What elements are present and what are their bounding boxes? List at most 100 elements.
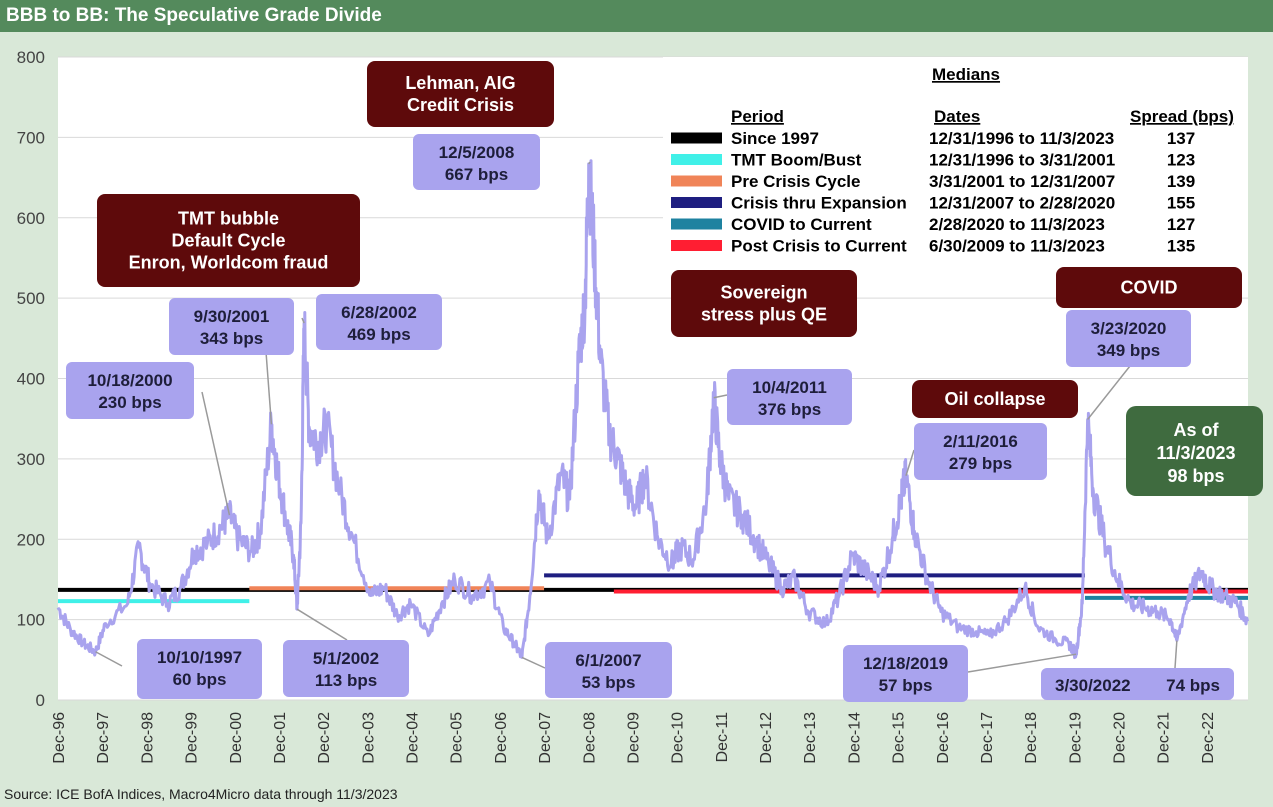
event-box-bg	[367, 61, 554, 127]
legend-col-spread: Spread (bps)	[1130, 107, 1234, 126]
legend-spread: 137	[1167, 129, 1195, 148]
callout-date: 10/4/2011	[752, 378, 827, 397]
legend-period: Post Crisis to Current	[731, 237, 907, 256]
legend-period: Pre Crisis Cycle	[731, 172, 860, 191]
callout-box	[727, 369, 852, 425]
y-tick-label: 600	[17, 209, 45, 228]
x-tick-label: Dec-11	[714, 712, 731, 762]
legend-spread: 127	[1167, 215, 1195, 234]
legend-col-dates: Dates	[934, 107, 980, 126]
x-tick-label: Dec-19	[1067, 712, 1084, 764]
event-text: Sovereign	[720, 283, 807, 303]
callout-leader	[1174, 640, 1178, 669]
callout-box	[137, 639, 262, 699]
callout-box	[843, 645, 968, 702]
x-tick-label: Dec-97	[95, 712, 112, 764]
as-of-bg	[1126, 406, 1263, 496]
callout: 12/5/2008 667 bps	[413, 134, 540, 190]
x-tick-label: Dec-07	[537, 712, 554, 764]
callout-box	[1066, 310, 1191, 367]
callout-date: 6/1/2007	[575, 651, 641, 670]
callout-box	[1041, 668, 1234, 700]
y-tick-label: 300	[17, 450, 45, 469]
legend-dates: 3/31/2001 to 12/31/2007	[929, 172, 1115, 191]
y-tick-label: 0	[36, 691, 45, 710]
x-tick-label: Dec-13	[802, 712, 819, 764]
legend-col-period: Period	[731, 107, 784, 126]
x-tick-label: Dec-15	[891, 712, 908, 764]
callout-date: 2/11/2016	[943, 432, 1018, 451]
legend-spread: 155	[1167, 194, 1195, 213]
callout-date: 10/18/2000	[87, 371, 172, 390]
series-line	[56, 159, 1250, 660]
legend-period: COVID to Current	[731, 215, 872, 234]
y-tick-label: 200	[17, 530, 45, 549]
callout-leader	[301, 317, 305, 324]
callout-date: 6/28/2002	[341, 303, 417, 322]
callout-value: 279 bps	[949, 454, 1012, 473]
callout-value: 60 bps	[173, 670, 227, 689]
callout-date: 3/23/2020	[1091, 319, 1167, 338]
callout: 6/28/2002 469 bps	[316, 294, 442, 350]
x-axis-ticks: Dec-96 Dec-97 Dec-98 Dec-99 Dec-00 Dec-01 Dec-…	[51, 712, 1217, 764]
legend-dates: 6/30/2009 to 11/3/2023	[929, 237, 1105, 256]
callout-box	[413, 134, 540, 190]
legend-dates: 12/31/2007 to 2/28/2020	[929, 194, 1115, 213]
callout-value: 113 bps	[315, 671, 377, 690]
x-tick-label: Dec-03	[360, 712, 377, 764]
chart-title: BBB to BB: The Speculative Grade Divide	[6, 5, 382, 26]
event-box-bg	[97, 194, 360, 287]
x-tick-label: Dec-16	[935, 712, 952, 764]
callout: 9/30/2001 343 bps	[169, 298, 294, 355]
x-tick-label: Dec-17	[979, 712, 996, 764]
x-tick-label: Dec-14	[846, 712, 863, 764]
callout-leader	[967, 653, 1077, 673]
callout-leader	[521, 656, 546, 669]
callout-box	[169, 298, 294, 355]
callout-value: 349 bps	[1097, 341, 1160, 360]
source-note: Source: ICE BofA Indices, Macro4Micro da…	[4, 786, 398, 802]
callout: 10/18/2000 230 bps	[66, 362, 194, 419]
callout-date: 5/1/2002	[313, 649, 379, 668]
callout-date: 10/10/1997	[157, 648, 242, 667]
callout: 3/30/2022 74 bps	[1041, 668, 1234, 700]
legend-spread: 139	[1167, 172, 1195, 191]
x-tick-label: Dec-01	[272, 712, 289, 764]
x-tick-label: Dec-06	[493, 712, 510, 764]
legend-rows: Since 1997 12/31/1996 to 11/3/2023 137 TMT …	[671, 129, 1195, 256]
x-tick-label: Dec-05	[449, 712, 466, 764]
callout-date: 12/18/2019	[863, 654, 948, 673]
callout-value: 53 bps	[582, 673, 636, 692]
callout-box	[283, 640, 409, 697]
y-tick-label: 100	[17, 611, 45, 630]
as-of-text: 11/3/2023	[1156, 443, 1235, 463]
callout-box	[316, 294, 442, 350]
callout-date: 3/30/2022	[1055, 676, 1131, 695]
callout: 3/23/2020 349 bps	[1066, 310, 1191, 367]
callout-value: 343 bps	[200, 329, 263, 348]
event-text: COVID	[1120, 278, 1177, 298]
callout-date: 9/30/2001	[194, 307, 270, 326]
legend-dates: 12/31/1996 to 3/31/2001	[929, 151, 1115, 170]
callout-leader	[1087, 365, 1131, 420]
x-tick-label: Dec-09	[625, 712, 642, 764]
as-of-box: As of 11/3/2023 98 bps	[1126, 406, 1263, 496]
event-text: Credit Crisis	[407, 95, 514, 115]
x-tick-label: Dec-02	[316, 712, 333, 764]
title-bar: BBB to BB: The Speculative Grade Divide	[0, 0, 1273, 32]
y-tick-label: 500	[17, 289, 45, 308]
x-tick-label: Dec-12	[758, 712, 775, 764]
x-tick-label: Dec-10	[670, 712, 687, 764]
callout-leader	[713, 394, 728, 399]
callout-box	[66, 362, 194, 419]
y-tick-label: 700	[17, 128, 45, 147]
event-box: Oil collapse	[912, 380, 1078, 418]
callout: 2/11/2016 279 bps	[914, 423, 1047, 480]
callout: 6/1/2007 53 bps	[545, 642, 672, 698]
event-box-bg	[912, 380, 1078, 418]
callout-box	[545, 642, 672, 698]
x-tick-label: Dec-04	[405, 712, 422, 764]
callout-value: 230 bps	[98, 393, 161, 412]
